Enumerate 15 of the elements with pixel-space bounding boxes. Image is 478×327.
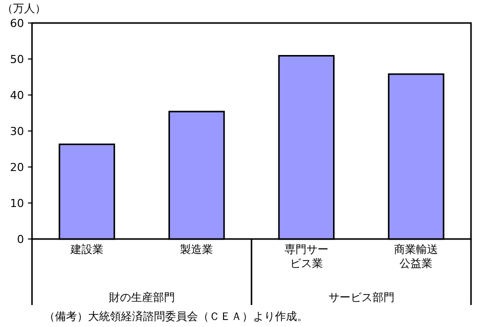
y-tick-label: 20	[10, 161, 24, 174]
y-tick-label: 10	[10, 197, 24, 210]
y-tick-label: 60	[10, 17, 24, 30]
x-tick-label: 製造業	[179, 243, 214, 257]
x-tick-label: 建設業	[69, 243, 104, 257]
text: （備考）大統領経済諮問委員会（ＣＥＡ）より作成。	[44, 310, 308, 323]
x-tick-label: 商業輸送公益業	[393, 243, 440, 271]
y-tick-label: 30	[10, 125, 24, 138]
y-axis-title: （万人）	[2, 2, 46, 15]
text: 財の生産部門	[108, 291, 175, 304]
text: サービス部門	[328, 291, 394, 304]
x-tick-label: 専門サービス業	[283, 243, 330, 271]
y-tick-label: 40	[10, 89, 24, 102]
y-tick-label: 50	[10, 53, 24, 66]
y-tick-label: 0	[17, 233, 24, 246]
